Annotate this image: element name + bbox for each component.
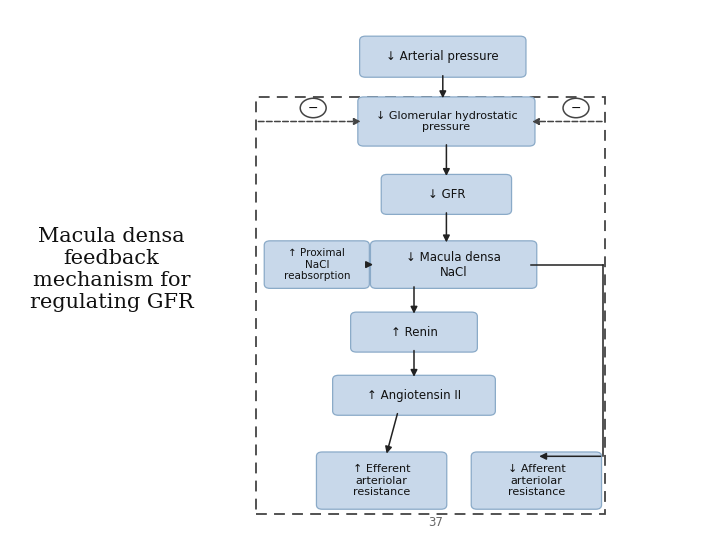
Bar [256,97,605,514]
Text: −: − [308,102,318,114]
FancyBboxPatch shape [358,97,535,146]
Text: ↓ Glomerular hydrostatic
pressure: ↓ Glomerular hydrostatic pressure [376,111,517,132]
Circle shape [300,98,326,118]
Text: ↓ Macula densa
NaCl: ↓ Macula densa NaCl [406,251,501,279]
Text: ↓ Arterial pressure: ↓ Arterial pressure [387,50,499,63]
FancyBboxPatch shape [360,36,526,77]
Text: ↑ Efferent
arteriolar
resistance: ↑ Efferent arteriolar resistance [353,464,410,497]
FancyBboxPatch shape [351,312,477,352]
FancyBboxPatch shape [382,174,511,214]
FancyBboxPatch shape [317,452,446,509]
Text: ↑ Angiotensin II: ↑ Angiotensin II [367,389,461,402]
Text: ↑ Proximal
NaCl
reabsorption: ↑ Proximal NaCl reabsorption [284,248,350,281]
Circle shape [563,98,589,118]
FancyBboxPatch shape [471,452,601,509]
FancyBboxPatch shape [333,375,495,415]
Text: −: − [571,102,581,114]
FancyBboxPatch shape [370,241,537,288]
Text: 37: 37 [428,516,443,529]
Text: Macula densa
feedback
mechanism for
regulating GFR: Macula densa feedback mechanism for regu… [30,227,194,313]
FancyBboxPatch shape [264,241,369,288]
Text: ↓ GFR: ↓ GFR [428,188,465,201]
Text: ↓ Afferent
arteriolar
resistance: ↓ Afferent arteriolar resistance [508,464,565,497]
Text: ↑ Renin: ↑ Renin [390,326,438,339]
